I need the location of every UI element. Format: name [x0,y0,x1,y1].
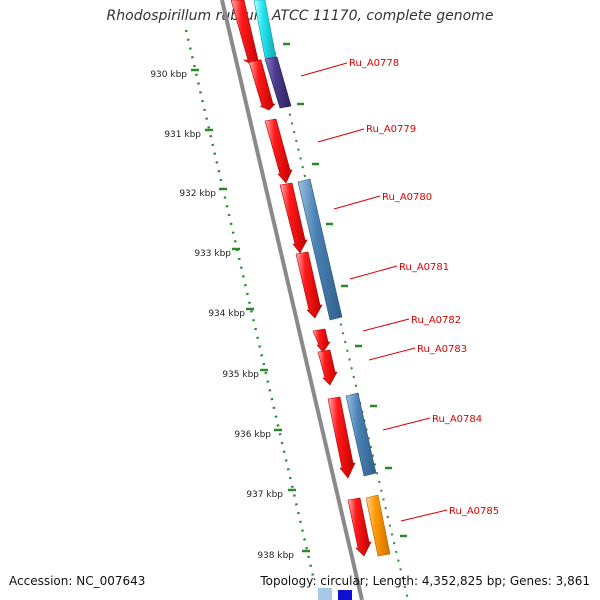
accession-label: Accession: NC_007643 [9,574,146,588]
ruler-label-937: 937 kbp [246,490,283,500]
gene-label-ru-a0782[interactable]: Ru_A0782 [411,315,461,326]
map-title: Rhodospirillum rubrum ATCC 11170, comple… [106,8,494,24]
cog-feature-orange[interactable] [365,494,391,557]
bottom-partial-features [318,588,352,600]
gene-label-ru-a0785[interactable]: Ru_A0785 [449,506,499,517]
ruler-label-934: 934 kbp [208,309,245,319]
cds-feature[interactable] [248,59,276,111]
cog-feature-light-blue [318,588,332,600]
ruler-label-938: 938 kbp [257,551,294,561]
gene-label-ru-a0778[interactable]: Ru_A0778 [349,58,399,69]
gene-label-ru-a0779[interactable]: Ru_A0779 [366,124,416,135]
cds-feature[interactable] [327,396,356,479]
cds-feature[interactable] [295,251,323,319]
ruler-labels: 930 kbp 931 kbp 932 kbp 933 kbp 934 kbp … [150,70,294,561]
genome-backbone [220,0,364,600]
cds-feature[interactable] [312,328,331,353]
cds-feature[interactable] [317,349,338,386]
gene-labels[interactable]: Ru_A0778 Ru_A0779 Ru_A0780 Ru_A0781 Ru_A… [349,58,499,517]
gene-label-ru-a0781[interactable]: Ru_A0781 [399,262,449,273]
cog-feature-blue[interactable] [345,392,377,477]
ruler-label-933: 933 kbp [194,249,231,259]
ruler-label-932: 932 kbp [179,189,216,199]
genome-summary: Topology: circular; Length: 4,352,825 bp… [260,574,590,588]
gene-label-ru-a0784[interactable]: Ru_A0784 [432,414,482,425]
ruler-label-930: 930 kbp [150,70,187,80]
cog-feature-cyan[interactable] [253,0,277,59]
ruler-label-936: 936 kbp [234,430,271,440]
cog-feature-dark-blue [338,590,352,600]
outer-tick-marks [283,42,407,538]
ruler-label-935: 935 kbp [222,370,259,380]
cog-features[interactable] [253,0,391,557]
ruler-tick-marks [191,68,310,553]
outer-ruler-line [261,0,409,600]
cog-feature-purple[interactable] [264,56,292,109]
cds-feature[interactable] [264,118,293,184]
cds-features[interactable] [230,0,372,557]
label-leaders [300,62,448,522]
genes-text: Genes: 3,861 [509,574,590,588]
cds-feature[interactable] [279,182,308,254]
ruler-label-931: 931 kbp [164,130,201,140]
cog-feature-blue[interactable] [297,178,343,321]
length-text: Length: 4,352,825 bp; [372,574,507,588]
gene-label-ru-a0783[interactable]: Ru_A0783 [417,344,467,355]
gene-label-ru-a0780[interactable]: Ru_A0780 [382,192,432,203]
cds-feature[interactable] [347,497,372,557]
topology-text: Topology: circular; [260,574,369,588]
